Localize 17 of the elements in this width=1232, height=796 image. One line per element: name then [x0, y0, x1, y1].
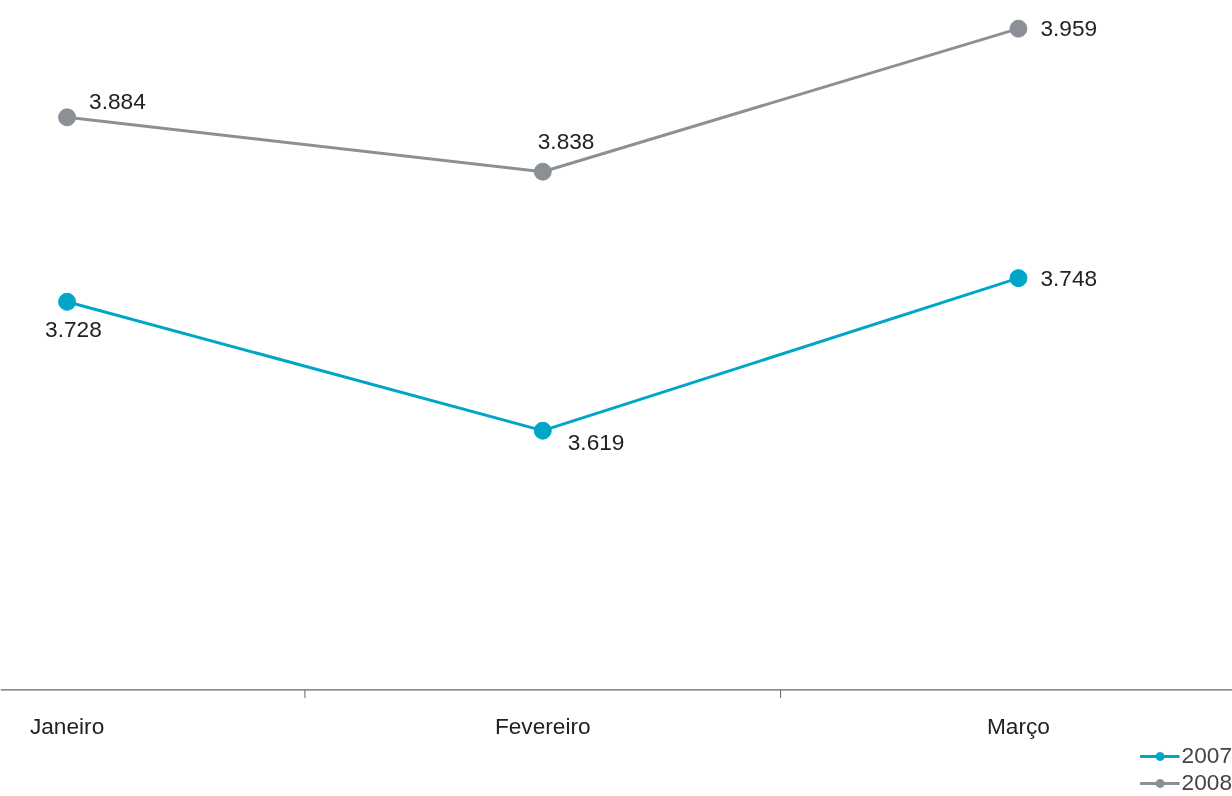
point — [1009, 269, 1028, 288]
data-label: 3.838 — [537, 128, 595, 155]
legend-label: 2008 — [1181, 769, 1232, 796]
data-label: 3.619 — [567, 429, 625, 456]
point — [533, 421, 552, 440]
x-tick-label: Fevereiro — [494, 713, 591, 740]
point — [58, 108, 77, 127]
legend-label: 2007 — [1181, 742, 1232, 769]
data-label: 3.728 — [45, 316, 102, 343]
data-label: 3.884 — [89, 87, 146, 114]
data-label: 3.959 — [1040, 15, 1098, 42]
data-label: 3.748 — [1040, 264, 1098, 291]
point — [533, 162, 552, 181]
x-tick-label: Março — [986, 713, 1050, 740]
point — [58, 292, 77, 311]
point — [1009, 19, 1028, 38]
x-tick-label: Janeiro — [29, 713, 105, 740]
